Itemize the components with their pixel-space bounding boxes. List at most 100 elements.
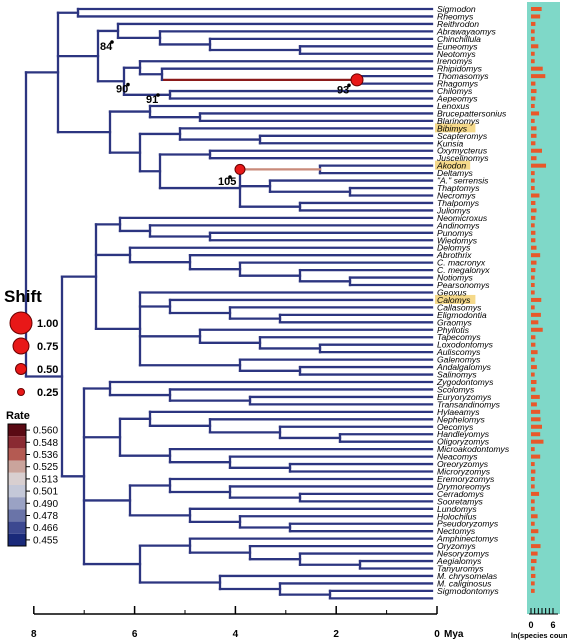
bar-axis-tick-6: 6	[550, 620, 555, 630]
taxon-label: C. macronyx	[437, 258, 486, 268]
node-dot	[126, 82, 130, 87]
species-count-bar	[531, 417, 541, 422]
taxon-label: C. megalonyx	[437, 265, 490, 275]
species-count-bar	[531, 476, 535, 481]
species-count-bar	[531, 439, 544, 444]
species-count-bar	[531, 14, 541, 19]
taxon-label: Holochilus	[437, 511, 477, 521]
species-count-bar	[531, 260, 537, 265]
taxon-label: Abrawayaomys	[436, 26, 496, 36]
taxon-label: Sigmodontomys	[437, 586, 499, 596]
time-axis: 8 6 4 2 0 Mya	[31, 606, 464, 640]
species-count-bar	[531, 148, 542, 153]
shift-legend-value: 0.25	[37, 387, 58, 399]
species-count-bar	[531, 245, 537, 250]
time-axis-unit: Mya	[444, 629, 464, 640]
taxon-label: Wiedomys	[437, 235, 478, 245]
species-count-bar	[531, 387, 536, 392]
taxon-label: Necromys	[437, 191, 476, 201]
rate-legend-value: 0.513	[33, 474, 58, 485]
species-count-bar	[531, 380, 537, 384]
taxon-label: Neotomys	[437, 49, 476, 59]
shift-legend-value: 1.00	[37, 318, 58, 330]
taxon-label: Microryzomys	[437, 467, 491, 477]
time-axis-tick-label: 2	[333, 629, 339, 640]
species-count-bar	[531, 536, 535, 541]
species-count-bar	[531, 208, 537, 213]
node-label: 84	[100, 41, 113, 53]
node-label: 91	[146, 94, 158, 106]
taxon-label: Oreoryzomys	[437, 459, 489, 469]
taxon-label: "A." serrensis	[437, 176, 489, 186]
species-count-bar	[531, 290, 535, 295]
shift-legend-circle-025	[17, 388, 25, 396]
species-count-bar	[531, 573, 536, 578]
taxon-label: Juscelinomys	[436, 153, 489, 163]
species-count-bar	[531, 521, 535, 526]
taxon-label: Thaptomys	[437, 183, 480, 193]
rate-legend-value: 0.548	[33, 438, 58, 449]
species-count-bar	[531, 305, 535, 310]
species-count-bar	[531, 529, 539, 534]
rate-legend-title: Rate	[6, 410, 30, 422]
taxon-label: Kunsia	[437, 138, 463, 148]
shift-legend-circle-1	[9, 311, 33, 335]
species-count-bar	[531, 81, 536, 86]
species-count-bar	[531, 163, 547, 168]
shift-legend-circle-075	[12, 337, 30, 355]
rate-swatch	[8, 424, 26, 437]
taxon-label: Pearsonomys	[437, 280, 490, 290]
species-count-bar	[531, 103, 535, 108]
taxon-label: Loxodontomys	[437, 340, 494, 350]
rate-legend-border	[7, 423, 27, 547]
node-labels: 84 90 91 93 105	[100, 40, 351, 188]
species-count-bar	[531, 59, 535, 64]
species-count-bar	[531, 133, 537, 138]
taxon-label: Rheomys	[437, 11, 474, 21]
rate-swatch	[8, 509, 26, 522]
taxon-label: Juliomys	[436, 205, 471, 215]
shift-legend-circle-050	[15, 363, 27, 375]
taxon-label: Brucepattersonius	[437, 108, 507, 118]
taxon-label: Aegialomys	[436, 556, 482, 566]
taxon-label: Irenomys	[437, 56, 473, 66]
taxon-label: Drymoreomys	[437, 481, 491, 491]
species-count-bar	[531, 178, 535, 183]
taxon-label: Oryzomys	[437, 541, 476, 551]
taxon-label: Graomys	[437, 317, 473, 327]
species-count-bar	[531, 335, 536, 340]
taxon-label: Nesoryzomys	[437, 549, 490, 559]
taxon-label: Notiomys	[437, 273, 474, 283]
species-count-bar	[531, 66, 543, 71]
shift-legend-title: Shift	[4, 287, 42, 306]
species-count-bar	[531, 312, 541, 317]
species-count-bar	[531, 447, 535, 452]
rate-legend-value: 0.536	[33, 450, 58, 461]
node-label: 93	[337, 84, 349, 96]
taxon-label: Sigmodon	[437, 4, 476, 14]
species-count-bar	[531, 454, 541, 459]
species-count-bar	[531, 432, 541, 437]
species-count-bar	[531, 215, 536, 220]
species-count-bar	[531, 394, 540, 399]
species-count-bar	[531, 51, 535, 56]
species-count-bar	[531, 141, 536, 146]
rate-swatch	[8, 448, 26, 461]
taxon-label: Rhagomys	[437, 79, 479, 89]
species-count-bar	[531, 320, 539, 325]
taxon-highlight	[435, 123, 476, 133]
species-count-bar	[531, 7, 542, 11]
taxon-label: Thalpomys	[437, 198, 480, 208]
taxon-label: Lenoxus	[437, 101, 470, 111]
taxon-label: Blarinomys	[437, 116, 480, 126]
species-count-bar	[531, 275, 535, 280]
species-count-bar	[531, 365, 537, 370]
shift-marker	[350, 73, 364, 87]
rate-swatch	[8, 472, 26, 485]
species-count-bar	[531, 559, 537, 564]
taxon-label: Rhipidomys	[437, 64, 483, 74]
bar-axis-tick-0: 0	[528, 620, 533, 630]
species-count-bar	[531, 21, 536, 26]
